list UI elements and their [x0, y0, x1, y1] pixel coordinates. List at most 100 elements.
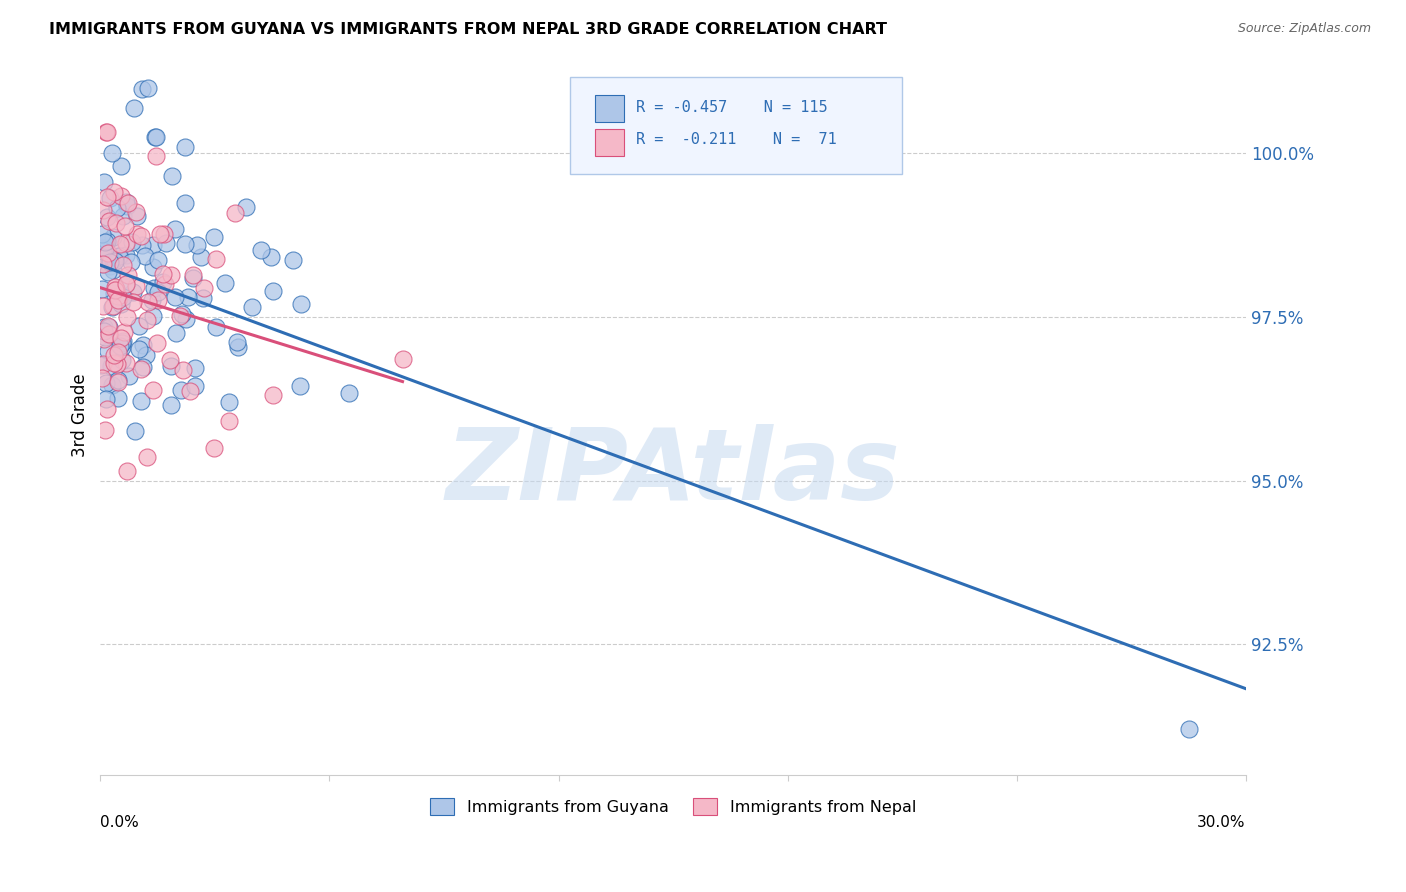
- Point: [111, 336, 134, 351]
- Text: R =  -0.211    N =  71: R = -0.211 N = 71: [637, 132, 837, 147]
- Point: [111, 340, 134, 354]
- Point: [204, 252, 226, 266]
- Point: [117, 268, 139, 282]
- Point: [101, 299, 124, 313]
- Point: [98, 319, 121, 334]
- Point: [290, 379, 312, 393]
- Point: [117, 196, 139, 211]
- Bar: [595, 95, 624, 122]
- Point: [172, 363, 194, 377]
- Point: [136, 294, 159, 309]
- Point: [155, 235, 177, 250]
- Bar: [595, 128, 624, 156]
- Point: [94, 235, 117, 249]
- Point: [110, 237, 132, 252]
- Point: [262, 388, 284, 402]
- Text: 30.0%: 30.0%: [1198, 814, 1246, 830]
- Point: [190, 250, 212, 264]
- Point: [96, 210, 118, 224]
- Point: [114, 219, 136, 233]
- Point: [141, 260, 163, 274]
- Point: [97, 252, 120, 267]
- Point: [91, 257, 114, 271]
- Point: [104, 279, 127, 293]
- Point: [160, 169, 183, 183]
- Point: [94, 126, 117, 140]
- Point: [107, 345, 129, 359]
- Point: [226, 340, 249, 354]
- Point: [91, 241, 114, 255]
- Point: [91, 202, 114, 217]
- Point: [142, 237, 165, 252]
- Text: Source: ZipAtlas.com: Source: ZipAtlas.com: [1237, 22, 1371, 36]
- Point: [136, 81, 159, 95]
- FancyBboxPatch shape: [569, 77, 903, 174]
- Point: [98, 214, 121, 228]
- Point: [391, 352, 413, 367]
- Point: [159, 352, 181, 367]
- Point: [98, 259, 121, 273]
- Point: [107, 289, 129, 303]
- Point: [91, 227, 114, 242]
- Point: [103, 348, 125, 362]
- Point: [153, 277, 176, 291]
- Point: [115, 199, 138, 213]
- Point: [124, 424, 146, 438]
- Point: [104, 254, 127, 268]
- Point: [121, 285, 143, 300]
- Point: [262, 284, 284, 298]
- Point: [149, 227, 172, 242]
- Point: [100, 359, 122, 373]
- Point: [214, 276, 236, 290]
- Point: [260, 250, 283, 264]
- Point: [97, 343, 120, 358]
- Point: [165, 222, 187, 236]
- Point: [153, 227, 176, 241]
- Point: [103, 356, 125, 370]
- Point: [110, 331, 132, 345]
- Point: [143, 130, 166, 145]
- Point: [111, 209, 134, 223]
- Point: [101, 262, 124, 277]
- Point: [145, 130, 167, 145]
- Point: [105, 282, 128, 296]
- Point: [107, 293, 129, 307]
- Point: [122, 101, 145, 115]
- Point: [160, 398, 183, 412]
- Point: [96, 401, 118, 416]
- Text: 0.0%: 0.0%: [100, 814, 139, 830]
- Point: [174, 312, 197, 326]
- Point: [93, 357, 115, 371]
- Point: [108, 237, 131, 252]
- Point: [101, 252, 124, 267]
- Point: [128, 342, 150, 356]
- Text: IMMIGRANTS FROM GUYANA VS IMMIGRANTS FROM NEPAL 3RD GRADE CORRELATION CHART: IMMIGRANTS FROM GUYANA VS IMMIGRANTS FRO…: [49, 22, 887, 37]
- Point: [94, 330, 117, 344]
- Point: [136, 313, 159, 327]
- Point: [181, 268, 204, 282]
- Point: [148, 285, 170, 300]
- Point: [90, 241, 112, 255]
- Point: [103, 185, 125, 199]
- Point: [97, 265, 120, 279]
- Point: [177, 290, 200, 304]
- Point: [111, 258, 134, 272]
- Y-axis label: 3rd Grade: 3rd Grade: [72, 374, 89, 457]
- Point: [218, 395, 240, 409]
- Point: [90, 282, 112, 296]
- Point: [169, 309, 191, 323]
- Point: [283, 253, 305, 268]
- Point: [115, 277, 138, 291]
- Point: [128, 319, 150, 334]
- Point: [290, 297, 312, 311]
- Point: [96, 190, 118, 204]
- Point: [105, 357, 128, 371]
- Point: [93, 175, 115, 189]
- Point: [112, 326, 135, 340]
- Point: [129, 229, 152, 244]
- Point: [337, 386, 360, 401]
- Point: [103, 286, 125, 301]
- Point: [93, 324, 115, 338]
- Point: [121, 235, 143, 249]
- Point: [160, 268, 183, 282]
